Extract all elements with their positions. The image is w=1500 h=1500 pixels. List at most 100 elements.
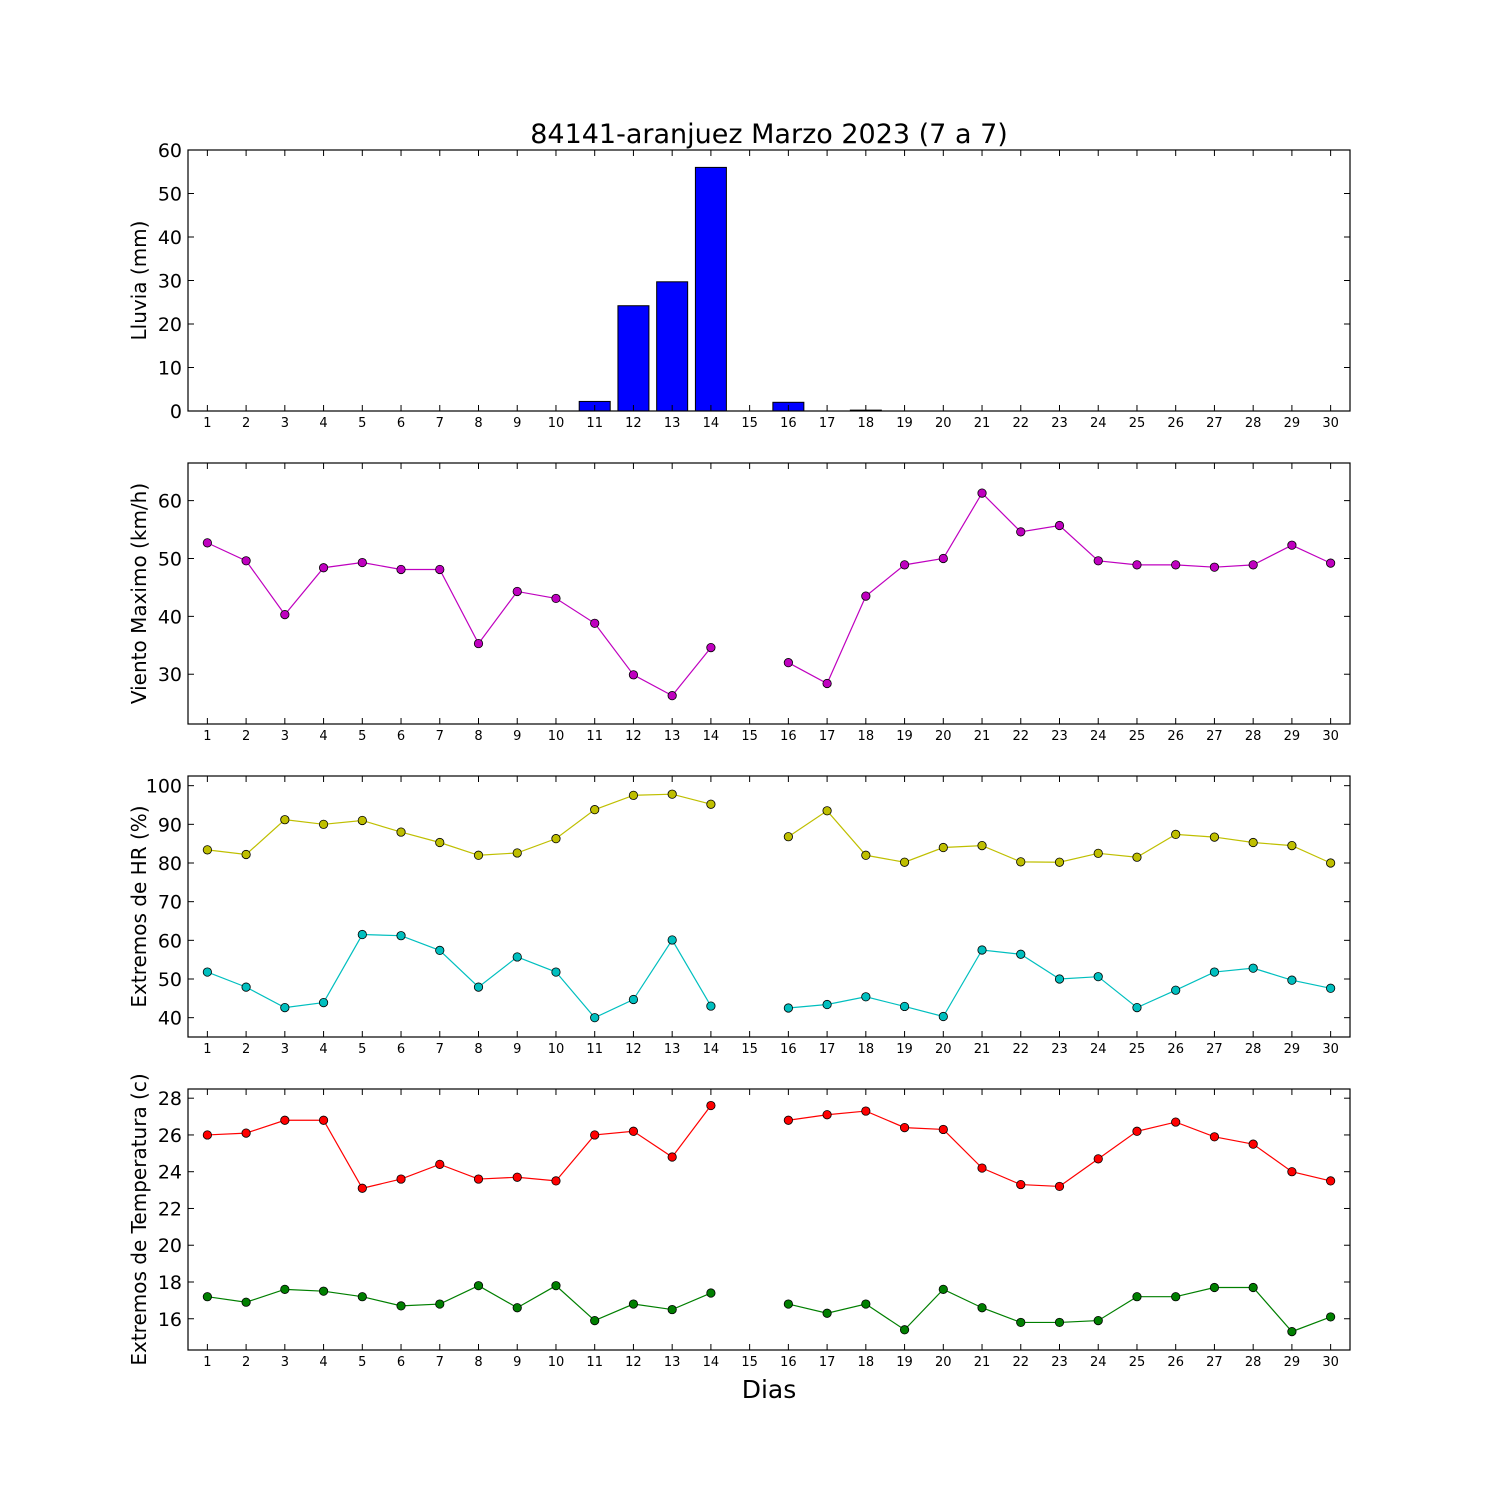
series-1-point-day-13 bbox=[667, 789, 677, 799]
series-1-point-day-2 bbox=[241, 556, 251, 566]
xtick-label: 1 bbox=[203, 416, 211, 431]
series-2-point-day-30 bbox=[1326, 1312, 1336, 1322]
panel-2-ylabel: Viento Maximo (km/h) bbox=[127, 483, 151, 704]
series-2-point-day-6 bbox=[396, 931, 406, 941]
xtick-label: 28 bbox=[1245, 1355, 1262, 1370]
ytick-label: 60 bbox=[158, 491, 182, 513]
series-1-point-day-14 bbox=[706, 643, 716, 653]
series-1-point-day-6 bbox=[396, 1174, 406, 1184]
series-1-point-day-20 bbox=[938, 842, 948, 853]
xtick-label: 18 bbox=[858, 729, 875, 744]
series-2-point-day-26 bbox=[1171, 1292, 1181, 1302]
series-2-point-day-29 bbox=[1287, 1327, 1297, 1337]
series-1-point-day-16 bbox=[783, 1115, 793, 1125]
xtick-label: 10 bbox=[548, 416, 565, 431]
ytick-label: 0 bbox=[170, 401, 182, 423]
series-1-point-day-3 bbox=[280, 1115, 290, 1125]
series-2-point-day-19 bbox=[899, 1001, 910, 1012]
series-1-line-2 bbox=[788, 1110, 1331, 1188]
ytick-label: 40 bbox=[158, 1008, 182, 1030]
series-2-line-1 bbox=[207, 933, 712, 1019]
xtick-label: 7 bbox=[436, 1042, 444, 1057]
series-1-point-day-12 bbox=[628, 670, 639, 680]
xtick-label: 17 bbox=[819, 1355, 836, 1370]
series-1-point-day-11 bbox=[590, 805, 600, 815]
xtick-label: 2 bbox=[242, 416, 250, 431]
ytick-label: 20 bbox=[158, 1235, 182, 1257]
series-1-point-day-16 bbox=[783, 832, 793, 842]
panel-1-frame bbox=[187, 149, 1351, 412]
series-2-point-day-12 bbox=[628, 994, 639, 1005]
series-1-line-1 bbox=[207, 1105, 712, 1189]
xtick-label: 16 bbox=[780, 416, 797, 431]
series-1-point-day-7 bbox=[435, 837, 445, 848]
series-1-point-day-13 bbox=[667, 1152, 677, 1162]
series-1-point-day-14 bbox=[706, 1100, 716, 1111]
series-1-point-day-11 bbox=[590, 1130, 600, 1140]
series-1-point-day-28 bbox=[1248, 837, 1258, 848]
series-1-point-day-4 bbox=[318, 819, 329, 829]
xtick-label: 27 bbox=[1206, 1355, 1223, 1370]
ytick-label: 90 bbox=[158, 814, 182, 836]
xtick-label: 11 bbox=[586, 1355, 603, 1370]
xtick-label: 19 bbox=[896, 1042, 913, 1057]
xtick-label: 26 bbox=[1167, 1042, 1184, 1057]
xtick-label: 28 bbox=[1245, 416, 1262, 431]
series-2-point-day-23 bbox=[1054, 1317, 1065, 1328]
series-1-point-day-23 bbox=[1054, 1181, 1065, 1192]
xtick-label: 7 bbox=[436, 416, 444, 431]
series-2-point-day-10 bbox=[551, 1281, 561, 1291]
xtick-label: 21 bbox=[974, 1355, 991, 1370]
series-2-point-day-3 bbox=[280, 1284, 290, 1294]
series-2-point-day-27 bbox=[1209, 1282, 1220, 1293]
xtick-label: 17 bbox=[819, 416, 836, 431]
xtick-label: 3 bbox=[281, 1355, 289, 1370]
series-1-point-day-2 bbox=[241, 1128, 251, 1138]
xtick-label: 15 bbox=[741, 1355, 758, 1370]
series-1-point-day-6 bbox=[396, 564, 406, 575]
xtick-label: 17 bbox=[819, 1042, 836, 1057]
panel-3-ylabel: Extremos de HR (%) bbox=[127, 805, 151, 1007]
series-1-point-day-4 bbox=[318, 1115, 329, 1125]
bar-day-14 bbox=[694, 166, 727, 412]
ytick-label: 16 bbox=[158, 1309, 182, 1331]
series-1-point-day-27 bbox=[1209, 562, 1220, 572]
ytick-label: 26 bbox=[158, 1125, 182, 1147]
xtick-label: 22 bbox=[1012, 1355, 1029, 1370]
series-1-point-day-21 bbox=[977, 840, 987, 851]
series-1-point-day-6 bbox=[396, 827, 406, 837]
series-1-point-day-20 bbox=[938, 1124, 948, 1135]
xtick-label: 18 bbox=[858, 416, 875, 431]
xtick-label: 4 bbox=[319, 1042, 327, 1057]
series-2-point-day-29 bbox=[1287, 975, 1297, 985]
xtick-label: 11 bbox=[586, 1042, 603, 1057]
xtick-label: 13 bbox=[664, 1042, 681, 1057]
series-2-point-day-7 bbox=[435, 945, 445, 955]
series-1-point-day-10 bbox=[551, 593, 561, 604]
series-2-point-day-16 bbox=[783, 1003, 793, 1013]
xtick-label: 1 bbox=[203, 729, 211, 744]
xtick-label: 18 bbox=[858, 1042, 875, 1057]
series-1-point-day-1 bbox=[202, 1130, 212, 1140]
series-2-point-day-19 bbox=[899, 1325, 910, 1335]
xtick-label: 15 bbox=[741, 1042, 758, 1057]
series-2-point-day-20 bbox=[938, 1011, 948, 1022]
xtick-label: 24 bbox=[1090, 1042, 1107, 1057]
xtick-label: 26 bbox=[1167, 416, 1184, 431]
ytick-label: 40 bbox=[158, 227, 182, 249]
xtick-label: 26 bbox=[1167, 729, 1184, 744]
xtick-label: 24 bbox=[1090, 416, 1107, 431]
xtick-label: 21 bbox=[974, 729, 991, 744]
series-1-point-day-21 bbox=[977, 1163, 987, 1173]
xtick-label: 5 bbox=[358, 729, 366, 744]
series-2-point-day-13 bbox=[667, 1304, 677, 1315]
series-2-point-day-25 bbox=[1132, 1003, 1142, 1013]
xtick-label: 29 bbox=[1284, 416, 1301, 431]
xtick-label: 27 bbox=[1206, 416, 1223, 431]
series-1-point-day-9 bbox=[512, 586, 522, 597]
series-2-point-day-18 bbox=[861, 1299, 871, 1309]
series-1-point-day-23 bbox=[1054, 857, 1065, 867]
series-1-point-day-26 bbox=[1171, 829, 1181, 839]
xtick-label: 28 bbox=[1245, 729, 1262, 744]
